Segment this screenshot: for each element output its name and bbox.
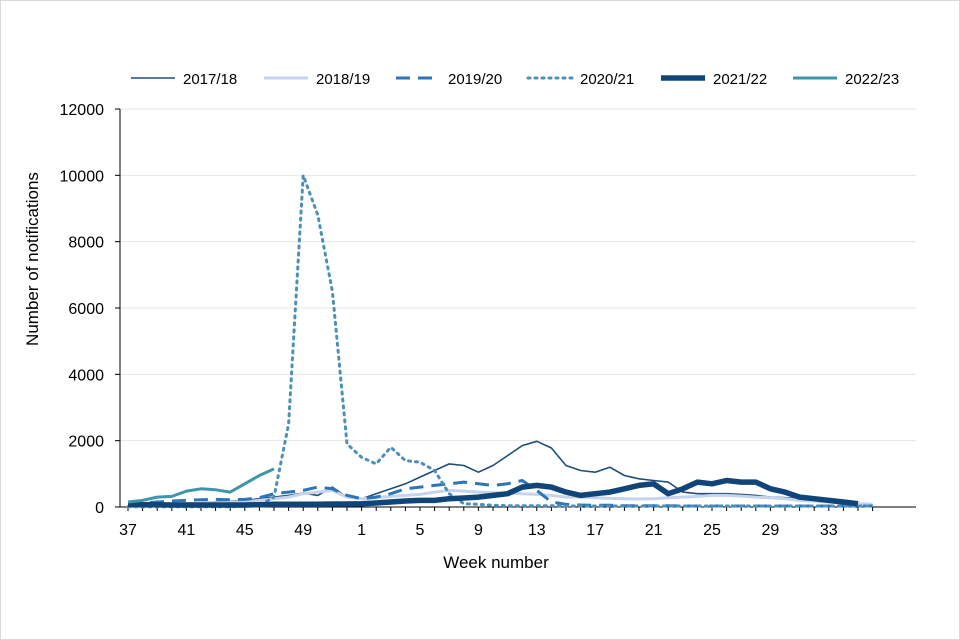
y-ticks: 0 2000 4000 6000 8000 10000 12000 bbox=[60, 102, 120, 517]
y-tick-label: 12000 bbox=[60, 102, 105, 119]
series-line-2020-21 bbox=[126, 173, 875, 509]
x-tick-label: 41 bbox=[178, 522, 196, 539]
x-tick-label: 37 bbox=[119, 522, 137, 539]
y-tick-label: 0 bbox=[95, 500, 104, 517]
x-tick-label: 5 bbox=[416, 522, 425, 539]
series-line-2021-22 bbox=[127, 477, 859, 508]
x-tick-label: 1 bbox=[357, 522, 366, 539]
legend-label: 2019/20 bbox=[448, 71, 502, 88]
x-tick-label: 33 bbox=[820, 522, 838, 539]
legend: 2017/18 2018/19 2019/20 2020/21 2021/22 2022/… bbox=[131, 71, 899, 88]
x-ticks: 37 41 45 49 1 5 9 13 17 21 25 29 33 bbox=[119, 507, 874, 539]
legend-label: 2020/21 bbox=[580, 71, 634, 88]
legend-label: 2017/18 bbox=[183, 71, 237, 88]
legend-label: 2022/23 bbox=[845, 71, 899, 88]
series-line-2022-23 bbox=[127, 467, 275, 504]
x-tick-label: 49 bbox=[294, 522, 312, 539]
x-tick-label: 25 bbox=[703, 522, 721, 539]
y-axis-title: Number of notifications bbox=[23, 172, 42, 346]
y-tick-label: 2000 bbox=[68, 434, 104, 451]
y-tick-label: 8000 bbox=[68, 235, 104, 252]
x-tick-label: 45 bbox=[236, 522, 254, 539]
y-tick-label: 4000 bbox=[68, 367, 104, 384]
series-line-2019-20 bbox=[127, 479, 873, 508]
x-tick-label: 21 bbox=[645, 522, 663, 539]
x-tick-label: 17 bbox=[586, 522, 604, 539]
legend-label: 2018/19 bbox=[316, 71, 370, 88]
y-tick-label: 6000 bbox=[68, 301, 104, 318]
series-lines bbox=[126, 173, 875, 509]
y-tick-label: 10000 bbox=[60, 168, 105, 185]
x-tick-label: 13 bbox=[528, 522, 546, 539]
legend-label: 2021/22 bbox=[713, 71, 767, 88]
x-tick-label: 29 bbox=[762, 522, 780, 539]
gridlines bbox=[120, 108, 916, 442]
x-tick-label: 9 bbox=[474, 522, 483, 539]
x-axis-title: Week number bbox=[443, 553, 549, 572]
